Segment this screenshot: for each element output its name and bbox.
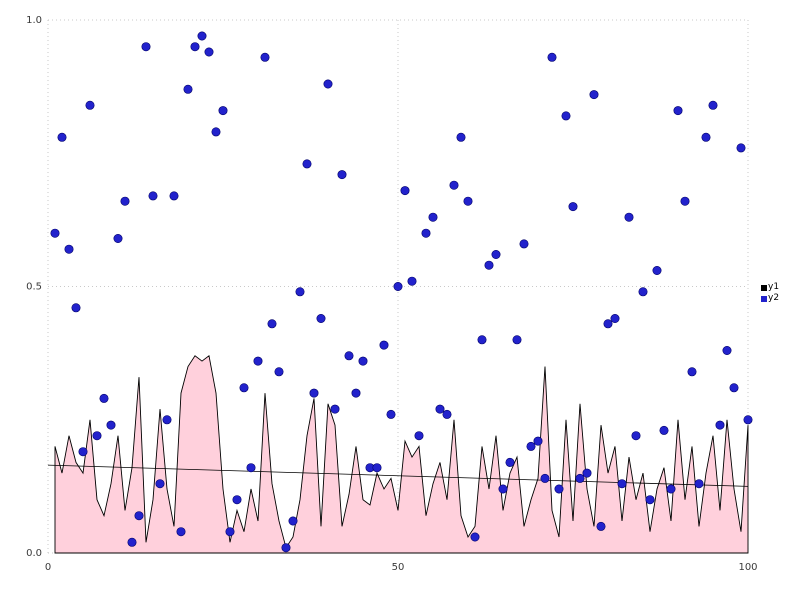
svg-text:50: 50: [392, 562, 405, 573]
legend-label-y1: y1: [768, 282, 780, 292]
legend-swatch-y2: [761, 295, 767, 302]
legend-item-y1: y1: [761, 282, 779, 293]
svg-text:0: 0: [45, 562, 51, 573]
legend-item-y2: y2: [761, 293, 779, 304]
svg-text:0.5: 0.5: [26, 282, 42, 293]
svg-text:1.0: 1.0: [26, 15, 42, 26]
legend-swatch-y1: [761, 284, 767, 291]
svg-text:0.0: 0.0: [26, 548, 42, 559]
svg-text:100: 100: [738, 562, 757, 573]
legend: y1 y2: [761, 282, 779, 304]
legend-label-y2: y2: [768, 293, 780, 303]
